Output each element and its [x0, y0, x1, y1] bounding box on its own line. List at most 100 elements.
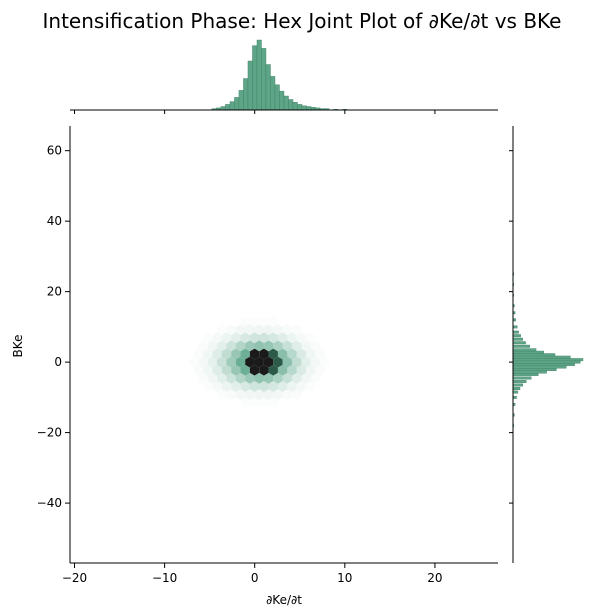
hex-bin — [296, 332, 306, 344]
marginal-y-bar — [512, 355, 571, 359]
marginal-x-bar — [252, 45, 258, 111]
hex-bin — [249, 348, 260, 360]
hex-bin — [301, 340, 311, 352]
hex-bin — [235, 324, 246, 336]
y-tick-label: −20 — [37, 426, 62, 440]
hex-bin — [268, 364, 278, 376]
hex-bin — [254, 340, 264, 352]
marginal-y-bar — [512, 387, 521, 390]
hex-bin — [212, 332, 222, 344]
marginal-y-bar — [512, 344, 530, 348]
hex-bin — [301, 372, 311, 384]
hex-bin — [240, 348, 250, 360]
hex-bin — [217, 340, 227, 352]
hex-bin — [221, 332, 232, 344]
hex-bin — [231, 364, 241, 376]
hex-bin — [273, 389, 283, 400]
marginal-x-histogram — [211, 39, 348, 111]
hex-bin — [254, 372, 264, 384]
hex-bin — [235, 356, 246, 368]
marginal-x-bar — [288, 99, 294, 111]
marginal-y-bar — [512, 365, 567, 369]
hex-bin — [282, 324, 292, 336]
marginal-x-bar — [265, 64, 271, 111]
hex-bin — [212, 381, 222, 392]
hex-bin — [263, 356, 274, 368]
marginal-y-bar — [512, 383, 524, 387]
marginal-x-bar — [279, 90, 285, 111]
marginal-x-bar — [274, 84, 280, 111]
hex-bin — [245, 389, 255, 400]
hex-bin — [254, 324, 264, 336]
hex-bin — [287, 381, 297, 392]
hex-bin — [207, 356, 218, 368]
hex-bin — [235, 372, 246, 384]
hex-bin — [268, 348, 278, 360]
marginal-y-histogram — [512, 272, 584, 427]
hex-bin — [287, 332, 297, 344]
marginal-x-bar — [297, 104, 303, 111]
hex-bin — [212, 348, 222, 360]
hex-bin — [221, 348, 232, 360]
hex-bin — [282, 389, 292, 400]
marginal-y-bar — [512, 363, 575, 367]
marginal-y-bar — [512, 353, 556, 357]
marginal-y-bar — [512, 368, 557, 371]
hex-bin — [268, 381, 278, 392]
hex-bin — [305, 348, 316, 360]
hex-bin — [231, 381, 241, 392]
marginal-x-bar — [229, 101, 235, 111]
hex-bin — [273, 324, 283, 336]
marginal-y-bar — [512, 390, 519, 394]
marginal-x-bar — [256, 39, 262, 111]
hex-bin — [226, 372, 236, 384]
hex-bin — [291, 356, 302, 368]
marginal-x-bar — [301, 105, 307, 111]
hex-bin — [203, 364, 213, 376]
marginal-y-bar — [512, 341, 526, 345]
y-tick-label: 20 — [47, 285, 62, 299]
hex-bin — [273, 356, 283, 368]
marginal-y-bar — [512, 337, 524, 341]
hex-bin — [263, 340, 274, 352]
hex-bin — [231, 348, 241, 360]
hex-bin — [277, 381, 288, 392]
marginal-y-ticks — [509, 150, 513, 504]
hex-bin — [296, 364, 306, 376]
x-tick-label: 10 — [337, 571, 352, 585]
x-axis-ticks: −20 −10 0 10 20 — [62, 563, 443, 585]
hex-bin — [301, 356, 311, 368]
marginal-y-bar — [512, 373, 539, 376]
x-tick-label: 20 — [427, 571, 442, 585]
y-tick-label: 0 — [54, 355, 62, 369]
hex-bin — [277, 348, 288, 360]
y-tick-label: −40 — [37, 496, 62, 510]
marginal-x-bar — [243, 78, 249, 111]
marginal-y-bar — [512, 380, 527, 383]
hex-bin — [305, 364, 316, 376]
marginal-x-bar — [306, 106, 312, 111]
marginal-y-bar — [512, 330, 519, 334]
marginal-x-bar — [220, 106, 226, 111]
hex-bin — [310, 356, 321, 368]
marginal-x-ticks — [74, 110, 436, 114]
y-tick-label: 60 — [47, 144, 62, 158]
hex-bin — [291, 372, 302, 384]
hex-bin — [263, 389, 274, 400]
hex-bin — [273, 340, 283, 352]
hexbin-layer — [198, 324, 321, 400]
hex-bin — [277, 332, 288, 344]
hex-bin — [263, 372, 274, 384]
hex-bin — [235, 340, 246, 352]
hex-bin — [245, 356, 255, 368]
hex-bin — [198, 356, 208, 368]
chart-title: Intensification Phase: Hex Joint Plot of… — [43, 9, 562, 33]
marginal-y-bar — [512, 370, 547, 374]
hex-bin — [291, 340, 302, 352]
hex-bin — [203, 348, 213, 360]
hex-bin — [296, 381, 306, 392]
hex-bin — [226, 324, 236, 336]
marginal-x-bar — [261, 48, 267, 111]
hex-bin — [226, 389, 236, 400]
